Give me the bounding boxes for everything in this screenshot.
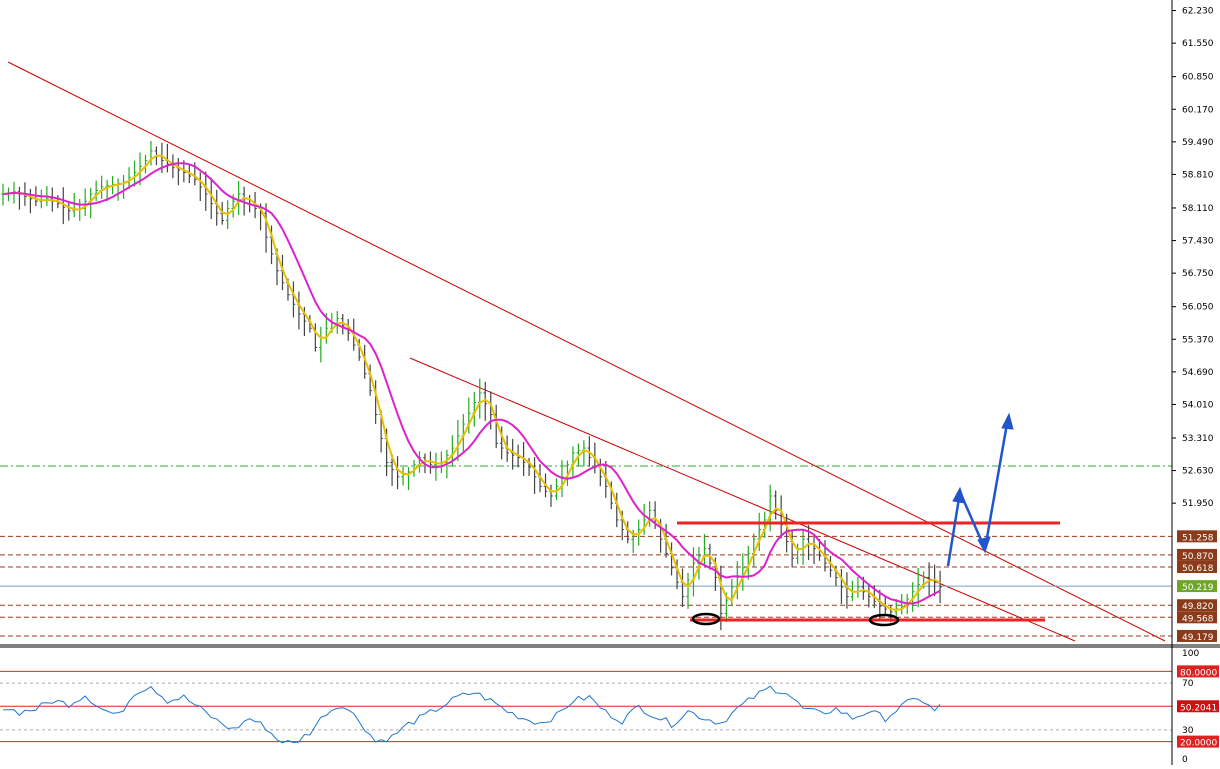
double-bottom-marker-left — [691, 612, 721, 626]
price-level-label: 50.219 — [1182, 583, 1214, 593]
price-axis-tick-label: 62.230 — [1182, 7, 1214, 17]
price-axis-tick-label: 54.690 — [1182, 368, 1214, 378]
price-level-label-box — [1177, 580, 1217, 593]
price-level-label-box — [1177, 560, 1217, 573]
price-bars-layer — [1, 141, 942, 631]
price-level-label: 49.820 — [1182, 602, 1214, 612]
oscillator-level-label: 20.0000 — [1180, 739, 1217, 749]
price-axis-tick-label: 57.430 — [1182, 237, 1214, 247]
oscillator-layer — [0, 670, 1172, 744]
grid-layer — [0, 644, 1220, 648]
horizontal-levels-layer[interactable] — [0, 465, 1172, 637]
oscillator-axis-tick-label: 70 — [1182, 679, 1194, 689]
oscillator-level-label-box — [1177, 700, 1219, 713]
price-axis-tick-label: 55.370 — [1182, 335, 1214, 345]
price-level-label-box — [1177, 599, 1217, 612]
projection-arrow-head — [952, 486, 966, 504]
price-level-label-box — [1177, 548, 1217, 561]
oscillator-level-label: 50.2041 — [1180, 703, 1217, 713]
oscillator-axis-tick-label: 0 — [1182, 755, 1188, 765]
price-level-label: 51.258 — [1182, 533, 1214, 543]
price-axis-tick-label: 53.310 — [1182, 434, 1214, 444]
price-axis-tick-label: 54.010 — [1182, 400, 1214, 410]
oscillator-level-label-box — [1177, 735, 1219, 748]
price-level-label-box — [1177, 530, 1217, 543]
fast-moving-average-line — [2, 154, 941, 612]
descending-trendline-upper — [7, 61, 1166, 642]
annotations-layer[interactable] — [677, 412, 1060, 627]
price-axis-tick-label: 60.850 — [1182, 73, 1214, 83]
moving-averages-layer — [2, 154, 941, 612]
price-level-label: 49.179 — [1182, 633, 1214, 643]
trendlines-layer[interactable] — [7, 61, 1166, 642]
price-level-label: 50.870 — [1182, 552, 1214, 562]
oscillator-axis-tick-label: 30 — [1182, 726, 1194, 736]
double-bottom-marker-right — [868, 613, 900, 627]
price-level-label-box — [1177, 611, 1217, 624]
price-axis-tick-label: 59.490 — [1182, 138, 1214, 148]
oscillator-level-label-box — [1177, 665, 1219, 678]
oscillator-level-label: 80.0000 — [1180, 668, 1217, 678]
price-axis-tick-label: 56.750 — [1182, 269, 1214, 279]
price-level-label: 50.618 — [1182, 564, 1214, 574]
price-axis-tick-label: 58.810 — [1182, 170, 1214, 180]
projection-arrow-head — [1001, 412, 1014, 430]
price-level-label: 49.568 — [1182, 614, 1214, 624]
oscillator-line — [2, 685, 941, 744]
price-level-label-box — [1177, 629, 1217, 642]
projection-arrow-head — [977, 536, 991, 554]
oscillator-axis-tick-label: 100 — [1182, 649, 1199, 659]
price-axis-tick-label: 61.550 — [1182, 39, 1214, 49]
price-axis-tick-label: 51.950 — [1182, 499, 1214, 509]
price-axis-tick-label: 56.050 — [1182, 303, 1214, 313]
projection-arrow-path — [946, 417, 1010, 567]
price-axis-tick-label: 60.170 — [1182, 105, 1214, 115]
price-axis[interactable]: 51.258 50.870 50.618 50.219 49.820 49.568 49.1… — [1171, 0, 1219, 765]
price-axis-tick-label: 52.630 — [1182, 467, 1214, 477]
slow-moving-average-line — [2, 162, 941, 605]
price-axis-tick-label: 58.110 — [1182, 204, 1214, 214]
descending-trendline-lower — [409, 357, 1076, 642]
